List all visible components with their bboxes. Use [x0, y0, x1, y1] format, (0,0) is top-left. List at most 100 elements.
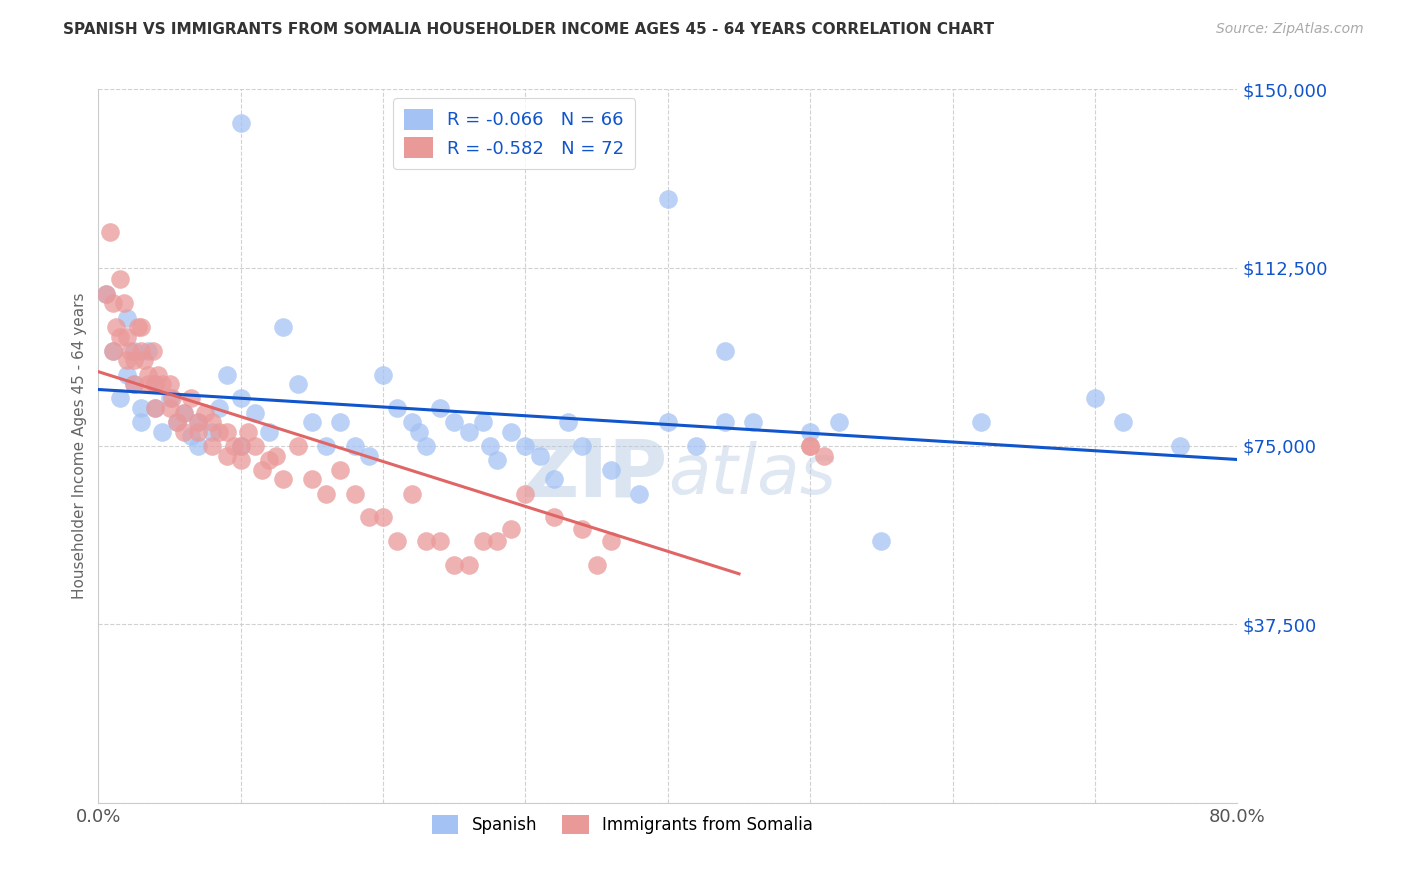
Point — [162, 392, 184, 406]
Point — [443, 558, 465, 572]
Point — [471, 534, 494, 549]
Point — [301, 472, 323, 486]
Point — [571, 439, 593, 453]
Point — [129, 415, 152, 429]
Point — [115, 353, 138, 368]
Point — [136, 343, 159, 358]
Point — [152, 425, 174, 439]
Point — [145, 377, 167, 392]
Point — [159, 401, 181, 415]
Point — [122, 377, 145, 392]
Point — [657, 192, 679, 206]
Point — [129, 343, 152, 358]
Point — [714, 343, 737, 358]
Point — [243, 406, 266, 420]
Point — [229, 453, 252, 467]
Point — [208, 425, 231, 439]
Point — [515, 439, 537, 453]
Point — [187, 439, 209, 453]
Point — [1084, 392, 1107, 406]
Point — [970, 415, 993, 429]
Point — [1170, 439, 1192, 453]
Point — [1112, 415, 1135, 429]
Point — [373, 510, 395, 524]
Point — [799, 439, 821, 453]
Point — [315, 486, 337, 500]
Point — [236, 425, 259, 439]
Point — [108, 392, 131, 406]
Point — [301, 415, 323, 429]
Point — [443, 415, 465, 429]
Point — [101, 343, 124, 358]
Point — [159, 377, 181, 392]
Point — [215, 449, 238, 463]
Point — [122, 343, 145, 358]
Point — [148, 368, 170, 382]
Point — [685, 439, 707, 453]
Point — [543, 472, 565, 486]
Point — [287, 439, 309, 453]
Point — [543, 510, 565, 524]
Legend: Spanish, Immigrants from Somalia: Spanish, Immigrants from Somalia — [425, 808, 820, 841]
Point — [159, 392, 181, 406]
Point — [266, 449, 288, 463]
Point — [870, 534, 893, 549]
Point — [122, 377, 145, 392]
Point — [408, 425, 430, 439]
Text: Source: ZipAtlas.com: Source: ZipAtlas.com — [1216, 22, 1364, 37]
Point — [136, 377, 159, 392]
Point — [94, 286, 117, 301]
Point — [98, 225, 121, 239]
Point — [387, 401, 409, 415]
Point — [813, 449, 835, 463]
Point — [173, 406, 195, 420]
Point — [259, 453, 281, 467]
Point — [486, 453, 509, 467]
Point — [415, 439, 437, 453]
Point — [742, 415, 765, 429]
Point — [799, 425, 821, 439]
Point — [229, 115, 252, 129]
Point — [401, 415, 423, 429]
Point — [145, 401, 167, 415]
Point — [187, 415, 209, 429]
Point — [471, 415, 494, 429]
Point — [600, 463, 623, 477]
Point — [315, 439, 337, 453]
Point — [201, 415, 224, 429]
Point — [194, 406, 217, 420]
Point — [115, 310, 138, 325]
Point — [180, 392, 202, 406]
Point — [515, 486, 537, 500]
Point — [187, 425, 209, 439]
Point — [166, 415, 188, 429]
Point — [136, 368, 159, 382]
Point — [94, 286, 117, 301]
Point — [173, 406, 195, 420]
Point — [187, 415, 209, 429]
Point — [129, 401, 152, 415]
Point — [287, 377, 309, 392]
Point — [152, 377, 174, 392]
Point — [229, 392, 252, 406]
Point — [357, 510, 380, 524]
Point — [145, 377, 167, 392]
Point — [343, 439, 366, 453]
Point — [115, 329, 138, 343]
Point — [108, 272, 131, 286]
Point — [571, 522, 593, 536]
Point — [118, 343, 141, 358]
Text: atlas: atlas — [668, 441, 835, 508]
Point — [501, 425, 523, 439]
Point — [585, 558, 607, 572]
Point — [373, 368, 395, 382]
Point — [132, 353, 155, 368]
Point — [243, 439, 266, 453]
Text: ZIP: ZIP — [520, 435, 668, 514]
Point — [229, 439, 252, 453]
Point — [115, 368, 138, 382]
Point — [122, 353, 145, 368]
Point — [429, 401, 451, 415]
Point — [529, 449, 551, 463]
Point — [457, 558, 479, 572]
